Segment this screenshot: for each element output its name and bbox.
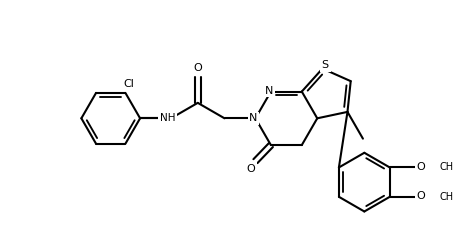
Text: N: N — [249, 113, 258, 123]
Text: Cl: Cl — [124, 79, 135, 90]
Text: S: S — [322, 60, 329, 70]
Text: N: N — [265, 86, 273, 96]
Text: NH: NH — [159, 113, 175, 123]
Text: O: O — [193, 63, 202, 73]
Text: O: O — [416, 191, 425, 201]
Text: CH₃: CH₃ — [439, 162, 453, 172]
Text: O: O — [246, 164, 255, 174]
Text: O: O — [416, 162, 425, 171]
Text: CH₃: CH₃ — [439, 192, 453, 202]
